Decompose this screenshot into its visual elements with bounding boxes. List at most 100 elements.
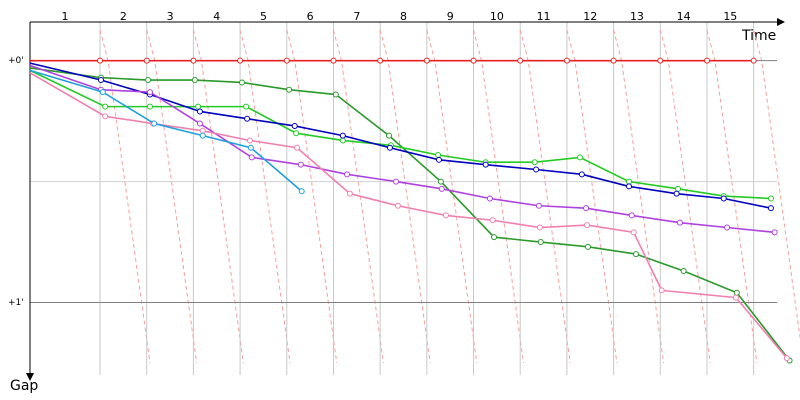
time-line xyxy=(286,29,338,364)
series-line xyxy=(29,64,775,234)
point xyxy=(238,79,245,86)
point xyxy=(386,132,393,139)
point xyxy=(489,217,496,224)
point xyxy=(291,122,298,129)
point xyxy=(583,222,590,229)
point xyxy=(438,185,445,192)
point xyxy=(733,289,740,296)
point xyxy=(394,202,401,209)
point xyxy=(771,229,778,236)
point xyxy=(584,243,591,250)
x-tick-label: 15 xyxy=(723,10,737,23)
x-tick-label: 10 xyxy=(490,10,504,23)
point xyxy=(626,178,633,185)
point xyxy=(297,161,304,168)
point xyxy=(102,113,109,120)
point xyxy=(703,57,710,64)
x-tick-label: 8 xyxy=(400,10,407,23)
x-tick-label: 12 xyxy=(583,10,597,23)
point xyxy=(332,91,339,98)
point xyxy=(293,130,300,137)
x-tick-label: 1 xyxy=(62,10,69,23)
point xyxy=(732,294,739,301)
point xyxy=(442,212,449,219)
point xyxy=(286,86,293,93)
point xyxy=(190,57,197,64)
point xyxy=(196,108,203,115)
time-line xyxy=(519,29,571,364)
point xyxy=(237,57,244,64)
x-tick-label: 2 xyxy=(120,10,127,23)
point xyxy=(423,57,430,64)
point xyxy=(244,115,251,122)
point xyxy=(435,156,442,163)
series-line xyxy=(29,62,772,209)
point xyxy=(576,154,583,161)
point xyxy=(750,57,757,64)
x-tick-label: 7 xyxy=(353,10,360,23)
point xyxy=(583,205,590,212)
point xyxy=(199,132,206,139)
point xyxy=(199,127,206,134)
point xyxy=(486,195,493,202)
point xyxy=(386,144,393,151)
point xyxy=(195,103,202,110)
y-tick-label: +0' xyxy=(8,56,24,66)
x-tick-label: 9 xyxy=(447,10,454,23)
series-line xyxy=(29,69,303,192)
point xyxy=(102,103,109,110)
series-line xyxy=(29,67,791,361)
point xyxy=(610,57,617,64)
point xyxy=(633,251,640,258)
x-tick-label: 11 xyxy=(537,10,551,23)
point xyxy=(720,195,727,202)
point xyxy=(196,120,203,127)
point xyxy=(517,57,524,64)
point xyxy=(248,154,255,161)
x-tick-label: 14 xyxy=(677,10,691,23)
point xyxy=(563,57,570,64)
point xyxy=(676,219,683,226)
x-tick-label: 13 xyxy=(630,10,644,23)
point xyxy=(191,77,198,84)
point xyxy=(437,178,444,185)
point xyxy=(482,161,489,168)
point xyxy=(536,224,543,231)
point xyxy=(330,57,337,64)
point xyxy=(346,190,353,197)
point xyxy=(151,120,158,127)
y-axis-title: Gap xyxy=(10,378,38,394)
time-line xyxy=(613,29,665,364)
point xyxy=(628,212,635,219)
point xyxy=(339,132,346,139)
point xyxy=(533,166,540,173)
point xyxy=(143,57,150,64)
point xyxy=(626,183,633,190)
y-axis-arrow xyxy=(26,373,34,381)
point xyxy=(97,57,104,64)
x-tick-label: 3 xyxy=(167,10,174,23)
point xyxy=(673,190,680,197)
point xyxy=(243,103,250,110)
point xyxy=(531,159,538,166)
point xyxy=(435,151,442,158)
x-axis-arrow xyxy=(777,18,785,26)
x-tick-label: 4 xyxy=(213,10,220,23)
time-line xyxy=(753,29,800,341)
point xyxy=(724,224,731,231)
point xyxy=(767,195,774,202)
point xyxy=(630,229,637,236)
x-tick-label: 6 xyxy=(307,10,314,23)
series-line xyxy=(29,72,788,359)
point xyxy=(535,202,542,209)
point xyxy=(675,185,682,192)
point xyxy=(658,287,665,294)
point xyxy=(294,144,301,151)
point xyxy=(491,234,498,241)
point xyxy=(767,205,774,212)
grid xyxy=(30,22,800,375)
time-line xyxy=(239,29,291,364)
time-line xyxy=(379,29,431,364)
point xyxy=(377,57,384,64)
